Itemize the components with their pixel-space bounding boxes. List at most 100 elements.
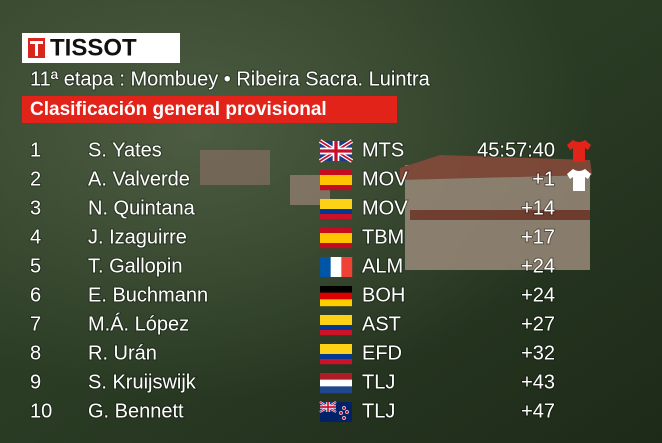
- rider-name: S. Yates: [88, 139, 162, 161]
- flag: [320, 257, 353, 277]
- team-code: MOV: [362, 197, 408, 219]
- flag-stripe: [320, 359, 352, 365]
- flag: [320, 286, 352, 307]
- flag-stripe: [320, 243, 352, 249]
- jersey-icon: [567, 140, 591, 162]
- standing-row: 4 J. Izaguirre TBM +17: [29, 225, 556, 249]
- standing-row: 6 E. Buchmann BOH +24: [29, 283, 556, 307]
- position: 1: [30, 139, 41, 161]
- position: 9: [30, 371, 41, 393]
- flag-stripe: [341, 257, 353, 277]
- position: 3: [30, 197, 41, 219]
- flag-stripe: [320, 344, 352, 350]
- flag-stripe: [320, 379, 352, 387]
- flag-star: [345, 410, 349, 414]
- standing-row: 1 S. Yates MTS 45:57:40: [29, 138, 591, 163]
- time-gap: 45:57:40: [477, 139, 555, 161]
- time-gap: +47: [521, 400, 555, 422]
- rider-name: J. Izaguirre: [88, 226, 187, 248]
- flag: [320, 344, 352, 365]
- position: 6: [30, 284, 41, 306]
- flag-stripe: [330, 257, 342, 277]
- flag-stripe: [320, 354, 352, 360]
- flag-stripe: [320, 292, 352, 300]
- team-code: BOH: [362, 284, 405, 306]
- position: 10: [30, 400, 52, 422]
- team-code: MOV: [362, 168, 408, 190]
- flag-stripe: [320, 185, 352, 191]
- standing-row: 7 M.Á. López AST +27: [29, 311, 556, 336]
- title-bar: [22, 96, 397, 123]
- flag-star: [339, 411, 343, 415]
- monastery: [200, 150, 592, 270]
- rider-name: E. Buchmann: [88, 284, 208, 306]
- flag-stripe: [320, 386, 352, 394]
- flag-stripe: [320, 238, 352, 244]
- team-code: TLJ: [362, 371, 395, 393]
- position: 4: [30, 226, 41, 248]
- team-code: EFD: [362, 342, 402, 364]
- flag-stripe: [320, 228, 352, 234]
- flag: [320, 228, 352, 249]
- standings: 1 S. Yates MTS 45:57:40 2 A. Valverde MOV +1 3 N.…: [29, 138, 591, 423]
- time-gap: +43: [521, 371, 555, 393]
- standing-row: 9 S. Kruijswijk TLJ +43: [29, 370, 556, 394]
- flag: [320, 315, 352, 336]
- position: 5: [30, 255, 41, 277]
- flag-stripe: [320, 286, 352, 293]
- flag-stripe: [320, 233, 352, 239]
- time-gap: +24: [521, 284, 555, 306]
- flag: [318, 139, 354, 163]
- flag-stripe: [320, 257, 331, 277]
- standing-row: 2 A. Valverde MOV +1: [29, 167, 591, 191]
- position: 2: [30, 168, 41, 190]
- rider-name: R. Urán: [88, 342, 157, 364]
- flag-stripe: [320, 199, 352, 205]
- flag-cross: [320, 402, 336, 412]
- flag-stripe: [320, 330, 352, 336]
- standing-row: 3 N. Quintana MOV +14: [29, 196, 556, 220]
- flag-star: [342, 406, 346, 410]
- team-code: TBM: [362, 226, 404, 248]
- logo-text: TISSOT: [50, 34, 137, 61]
- jersey-icon: [567, 169, 591, 191]
- time-gap: +14: [521, 197, 555, 219]
- flag-star: [342, 416, 346, 420]
- flag-stripe: [320, 373, 352, 380]
- flag-stripe: [320, 214, 352, 220]
- time-gap: +1: [532, 168, 555, 190]
- time-gap: +27: [521, 313, 555, 335]
- rider-name: M.Á. López: [88, 312, 189, 335]
- rider-name: T. Gallopin: [88, 255, 183, 277]
- flag-stripe: [320, 325, 352, 331]
- flag-stripe: [320, 175, 352, 181]
- stage: 11ª etapa : Mombuey • Ribeira Sacra. Lui…: [30, 68, 431, 90]
- flag-stripe: [320, 180, 352, 186]
- time-gap: +24: [521, 255, 555, 277]
- flag-stripe: [320, 299, 352, 307]
- flag: [320, 373, 352, 394]
- rider-name: N. Quintana: [88, 197, 196, 219]
- team-code: TLJ: [362, 400, 395, 422]
- time-gap: +32: [521, 342, 555, 364]
- team-code: ALM: [362, 255, 403, 277]
- position: 8: [30, 342, 41, 364]
- time-gap: +17: [521, 226, 555, 248]
- standing-row: 10 G. Bennett TLJ +47: [29, 399, 556, 423]
- title: Clasificación general provisional: [30, 99, 327, 120]
- standing-row: 8 R. Urán EFD +32: [29, 341, 556, 365]
- position: 7: [30, 313, 41, 335]
- flag: [319, 401, 352, 422]
- team-code: AST: [362, 313, 401, 335]
- rider-name: G. Bennett: [88, 400, 184, 422]
- flag: [320, 199, 352, 220]
- flag: [320, 170, 352, 191]
- flag-cross: [320, 141, 352, 161]
- flag-stripe: [320, 170, 352, 176]
- flag-stripe: [320, 349, 352, 355]
- flag-stripe: [320, 204, 352, 210]
- standing-row: 5 T. Gallopin ALM +24: [29, 254, 556, 278]
- flag-stripe: [320, 315, 352, 321]
